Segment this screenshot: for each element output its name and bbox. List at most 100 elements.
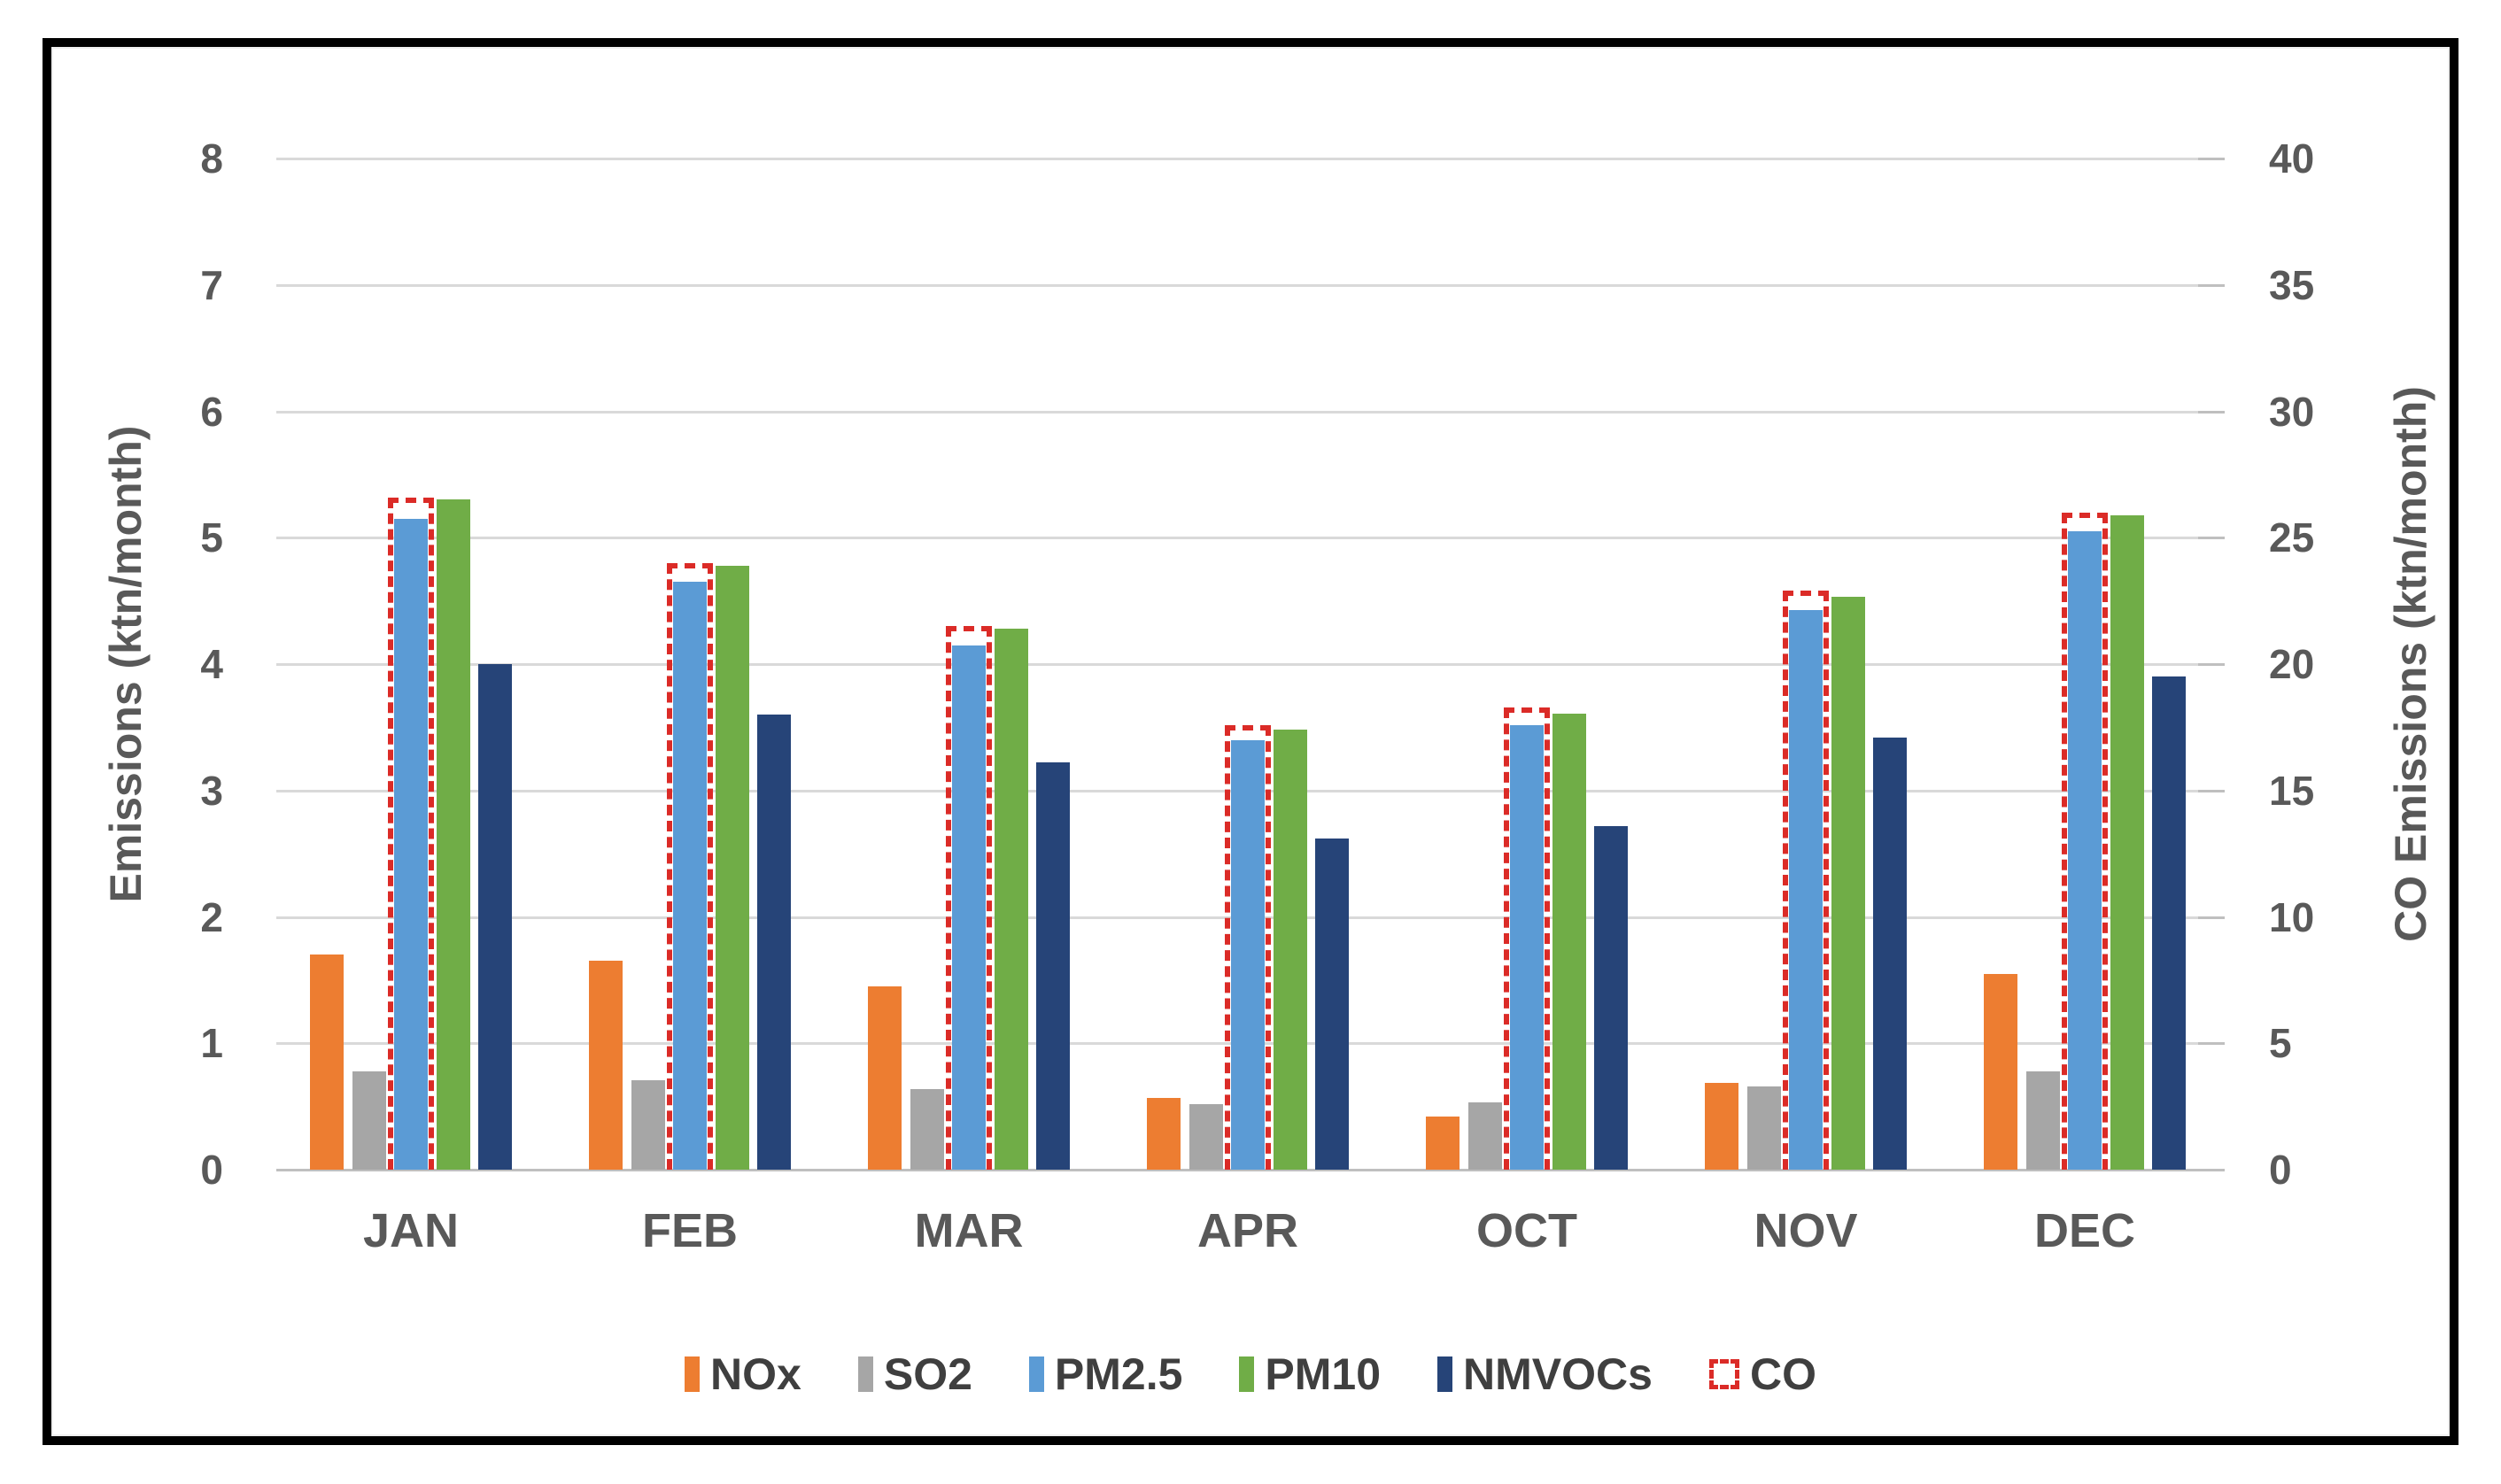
right-axis-tick-label: 30	[2269, 388, 2315, 435]
left-axis-title: Emissions (ktn/month)	[101, 425, 151, 903]
legend-swatch-pm10	[1239, 1356, 1255, 1392]
bar-so2-apr	[1189, 1103, 1223, 1170]
right-axis-title: CO Emissions (ktn/month)	[2386, 386, 2435, 942]
legend-item-nox: NOx	[685, 1343, 801, 1405]
bar-pm25-dec	[2068, 531, 2102, 1170]
month-label-oct: OCT	[1476, 1204, 1577, 1257]
right-axis-tick-mark	[2198, 410, 2225, 414]
bar-so2-jan	[352, 1070, 386, 1170]
left-axis-tick-label: 8	[200, 135, 223, 182]
bar-nmvocs-oct	[1594, 825, 1628, 1170]
month-label-feb: FEB	[642, 1204, 738, 1257]
bar-nox-dec	[1984, 973, 2017, 1170]
bar-pm25-jan	[394, 518, 428, 1170]
month-label-nov: NOV	[1754, 1204, 1858, 1257]
right-axis-tick-label: 0	[2269, 1147, 2292, 1193]
bar-pm10-mar	[994, 629, 1028, 1170]
bar-nmvocs-mar	[1036, 762, 1070, 1170]
legend-label: CO	[1749, 1349, 1816, 1399]
month-label-jan: JAN	[362, 1204, 460, 1257]
co-dashed-box-feb	[667, 562, 713, 1170]
right-axis-tick-label: 15	[2269, 767, 2315, 814]
bar-nox-feb	[589, 961, 623, 1170]
right-axis-tick-mark	[2198, 537, 2225, 540]
bar-pm10-dec	[2110, 514, 2144, 1170]
right-axis-tick-label: 35	[2269, 261, 2315, 308]
left-axis-tick-label: 5	[200, 514, 223, 561]
co-dashed-box-mar	[946, 626, 992, 1170]
right-axis-tick-mark	[2198, 789, 2225, 792]
bar-group-feb	[589, 158, 791, 1170]
bar-pm10-feb	[715, 565, 749, 1170]
legend-swatch-co-dashed	[1708, 1359, 1739, 1389]
left-axis-tick-label: 2	[200, 893, 223, 940]
right-axis-tick-mark	[2198, 283, 2225, 287]
gridline	[276, 158, 2220, 160]
bar-nmvocs-feb	[757, 715, 791, 1170]
gridline	[276, 283, 2220, 287]
legend-swatch-nox	[685, 1356, 701, 1392]
right-axis-tick-label: 25	[2269, 514, 2315, 561]
legend-item-pm25: PM2.5	[1028, 1343, 1183, 1405]
bar-so2-dec	[2025, 1070, 2060, 1170]
right-axis-tick-label: 5	[2269, 1020, 2292, 1067]
bar-pm25-apr	[1231, 739, 1265, 1170]
left-axis-tick-label: 6	[200, 388, 223, 435]
bar-pm25-nov	[1789, 609, 1823, 1170]
co-dashed-box-dec	[2062, 512, 2108, 1170]
co-dashed-box-nov	[1783, 591, 1829, 1170]
right-axis-tick-mark	[2198, 158, 2225, 160]
bar-pm10-nov	[1831, 597, 1865, 1170]
legend-item-pm10: PM10	[1239, 1343, 1381, 1405]
left-axis-tick-label: 1	[200, 1020, 223, 1067]
month-label-dec: DEC	[2033, 1204, 2135, 1257]
bar-so2-feb	[631, 1079, 665, 1170]
bar-so2-oct	[1467, 1102, 1502, 1170]
bar-group-dec	[1984, 158, 2186, 1170]
bar-so2-nov	[1746, 1086, 1781, 1170]
left-axis-tick-label: 7	[200, 261, 223, 308]
plot-area	[276, 158, 2220, 1171]
bar-nox-apr	[1147, 1097, 1181, 1170]
bar-group-apr	[1147, 158, 1349, 1170]
gridline	[276, 537, 2220, 540]
month-label-apr: APR	[1196, 1204, 1298, 1257]
bar-nmvocs-apr	[1315, 839, 1349, 1170]
right-axis-tick-label: 40	[2269, 135, 2315, 182]
legend-item-co: CO	[1708, 1343, 1816, 1405]
legend-label: PM2.5	[1054, 1349, 1183, 1399]
bar-group-mar	[868, 158, 1070, 1170]
right-axis-tick-label: 10	[2269, 893, 2315, 940]
bar-group-nov	[1705, 158, 1907, 1170]
bar-group-jan	[310, 158, 512, 1170]
co-dashed-box-apr	[1225, 724, 1271, 1170]
legend-label: NMVOCs	[1463, 1349, 1653, 1399]
bar-pm10-apr	[1273, 730, 1307, 1170]
bar-nox-mar	[868, 986, 902, 1170]
legend-swatch-pm25	[1028, 1356, 1044, 1392]
right-axis-tick-mark	[2198, 663, 2225, 666]
co-dashed-box-oct	[1504, 707, 1550, 1170]
legend-swatch-nmvocs	[1437, 1356, 1453, 1392]
figure-frame: 0 1 2 3 4 5 6 7 8 0 5 10 15 20 25 30 35 40 JAN FEB MAR APR O…	[43, 38, 2458, 1445]
left-axis-tick-label: 4	[200, 641, 223, 687]
bar-pm25-mar	[952, 645, 986, 1170]
legend-label: PM10	[1265, 1349, 1382, 1399]
bar-pm25-oct	[1510, 724, 1544, 1170]
right-axis-tick-mark	[2198, 916, 2225, 919]
right-axis-tick-label: 20	[2269, 641, 2315, 687]
legend-label: SO2	[883, 1349, 972, 1399]
bar-so2-mar	[910, 1088, 944, 1170]
left-axis-tick-label: 3	[200, 767, 223, 814]
legend-label: NOx	[710, 1349, 801, 1399]
bar-group-oct	[1426, 158, 1628, 1170]
bar-nmvocs-nov	[1873, 737, 1907, 1170]
bar-pm10-jan	[436, 499, 470, 1170]
legend: NOx SO2 PM2.5 PM10 NMVOCs CO	[53, 1343, 2448, 1405]
gridline	[276, 663, 2220, 666]
right-axis-tick-mark	[2198, 1169, 2225, 1171]
legend-item-so2: SO2	[857, 1343, 972, 1405]
chart-area: 0 1 2 3 4 5 6 7 8 0 5 10 15 20 25 30 35 40 JAN FEB MAR APR O…	[51, 47, 2450, 1436]
bar-pm10-oct	[1552, 713, 1586, 1170]
left-axis-tick-label: 0	[200, 1147, 223, 1193]
